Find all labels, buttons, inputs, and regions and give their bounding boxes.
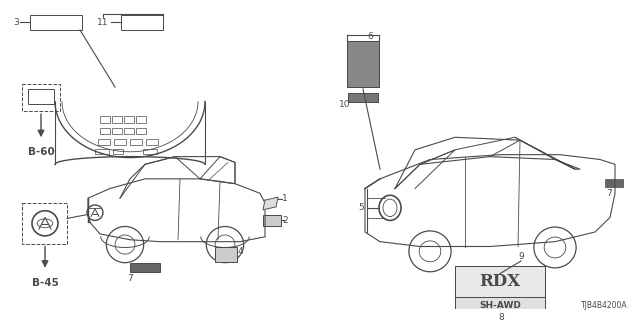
Bar <box>100 128 110 134</box>
Bar <box>455 266 545 297</box>
Bar <box>348 93 378 102</box>
Text: 8: 8 <box>498 313 504 320</box>
Bar <box>28 89 54 104</box>
Bar <box>263 215 281 226</box>
Bar <box>455 266 545 297</box>
Bar <box>95 149 109 154</box>
Bar <box>605 179 623 187</box>
Text: 6: 6 <box>367 32 373 41</box>
Bar <box>455 297 545 314</box>
Text: B-60: B-60 <box>28 147 54 157</box>
Text: 2: 2 <box>282 216 287 225</box>
Bar <box>112 116 122 123</box>
Text: TJB4B4200A: TJB4B4200A <box>581 301 628 310</box>
Text: 1: 1 <box>282 194 288 203</box>
Text: 4: 4 <box>238 247 244 256</box>
Bar <box>22 84 60 111</box>
Bar <box>100 116 110 123</box>
Text: RDX: RDX <box>479 273 520 290</box>
Bar <box>347 41 379 87</box>
Bar <box>112 128 122 134</box>
Text: 11: 11 <box>97 18 109 27</box>
Bar <box>136 128 146 134</box>
Bar <box>136 116 146 123</box>
Text: 7: 7 <box>127 274 133 283</box>
Bar <box>121 14 163 30</box>
Bar <box>455 297 545 314</box>
Bar <box>215 246 237 262</box>
Bar <box>347 41 379 87</box>
Text: 5: 5 <box>358 203 364 212</box>
Bar <box>114 139 126 145</box>
Text: SH-AWD: SH-AWD <box>479 301 521 310</box>
Bar <box>98 139 110 145</box>
Bar <box>30 14 82 30</box>
Bar <box>124 128 134 134</box>
Bar <box>22 203 67 244</box>
Bar <box>130 263 160 272</box>
Bar <box>143 149 157 154</box>
Bar <box>113 149 123 154</box>
Text: 10: 10 <box>339 100 351 109</box>
Text: B-45: B-45 <box>31 278 58 288</box>
Polygon shape <box>263 197 278 210</box>
Bar <box>146 139 158 145</box>
Bar <box>130 139 142 145</box>
Text: 7: 7 <box>606 189 612 198</box>
Text: 3: 3 <box>13 18 19 27</box>
Bar <box>124 116 134 123</box>
Text: 9: 9 <box>518 252 524 261</box>
